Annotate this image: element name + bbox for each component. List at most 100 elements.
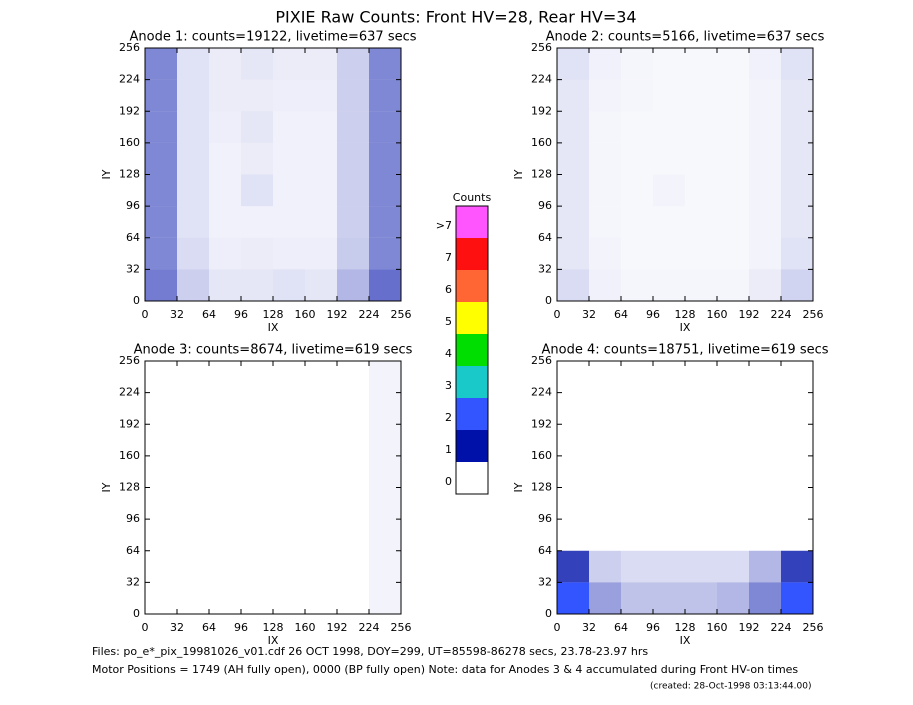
- heat-cell: [177, 111, 209, 143]
- y-tick-label: 256: [119, 41, 140, 54]
- heat-cell: [621, 550, 653, 583]
- y-tick-label: 32: [126, 575, 140, 588]
- heat-cell: [145, 174, 177, 207]
- heat-cell: [685, 206, 717, 238]
- heat-cell: [781, 519, 813, 551]
- heat-cell: [557, 550, 589, 583]
- heat-cell: [557, 519, 589, 551]
- heat-cell: [621, 361, 653, 393]
- heat-cell: [305, 582, 337, 614]
- heat-cell: [305, 174, 337, 207]
- heat-cell: [653, 206, 685, 238]
- heat-cell: [653, 582, 685, 614]
- panel-title: Anode 4: counts=18751, livetime=619 secs: [541, 343, 828, 358]
- x-tick-label: 32: [582, 621, 596, 634]
- x-tick-label: 32: [170, 308, 184, 321]
- x-tick-label: 128: [263, 621, 284, 634]
- footer-line: Files: po_e*_pix_19981026_v01.cdf 26 OCT…: [92, 645, 648, 658]
- colorbar-frame: [455, 205, 489, 495]
- heat-cell: [209, 269, 241, 301]
- x-tick-label: 128: [263, 308, 284, 321]
- heat-cell: [653, 80, 685, 112]
- footer-line: Motor Positions = 1749 (AH fully open), …: [92, 663, 798, 676]
- heat-cell: [781, 48, 813, 80]
- heat-cell: [209, 582, 241, 614]
- heat-cell: [749, 142, 781, 175]
- heat-cell: [685, 582, 717, 614]
- heat-cell: [621, 238, 653, 270]
- heat-cell: [241, 551, 273, 583]
- heat-cell: [717, 488, 749, 520]
- heat-cell: [273, 111, 305, 143]
- y-tick-label: 160: [531, 449, 552, 462]
- heat-cell: [557, 361, 589, 393]
- y-tick-label: 256: [531, 354, 552, 367]
- heat-cell: [589, 550, 621, 583]
- heat-cell: [557, 269, 589, 301]
- y-tick-label: 32: [538, 262, 552, 275]
- y-tick-label: 128: [531, 481, 552, 494]
- heat-cell: [337, 519, 369, 551]
- heat-cell: [621, 582, 653, 614]
- heat-cell: [305, 237, 337, 270]
- colorbar-label: 2: [445, 411, 452, 424]
- heat-cell: [273, 488, 305, 520]
- heat-cell: [621, 79, 653, 112]
- y-tick-label: 128: [119, 481, 140, 494]
- heat-cell: [557, 111, 589, 143]
- heat-cell: [749, 582, 781, 614]
- heat-cell: [369, 48, 401, 80]
- heat-cell: [241, 424, 273, 456]
- x-tick-label: 256: [803, 308, 824, 321]
- x-tick-label: 32: [582, 308, 596, 321]
- heat-cell: [209, 48, 241, 80]
- heat-cell: [177, 519, 209, 551]
- y-tick-label: 192: [531, 104, 552, 117]
- footer-created: (created: 28-Oct-1998 03:13:44.00): [650, 682, 811, 692]
- heat-cell: [781, 237, 813, 270]
- heat-cell: [557, 142, 589, 175]
- heat-cell: [337, 269, 369, 301]
- heat-cell: [621, 488, 653, 520]
- heat-cell: [305, 206, 337, 238]
- colorbar-label: 1: [445, 443, 452, 456]
- y-tick-label: 0: [133, 607, 140, 620]
- heat-cell: [337, 582, 369, 614]
- heat-cell: [305, 424, 337, 456]
- heat-cell: [369, 582, 401, 614]
- x-tick-label: 32: [170, 621, 184, 634]
- heat-cell: [589, 361, 621, 393]
- heat-cell: [589, 237, 621, 270]
- y-tick-label: 128: [531, 168, 552, 181]
- x-tick-label: 192: [327, 621, 348, 634]
- heat-cell: [653, 361, 685, 393]
- heat-cell: [209, 237, 241, 270]
- y-tick-label: 64: [126, 231, 140, 244]
- heat-cell: [369, 269, 401, 301]
- y-tick-label: 64: [538, 544, 552, 557]
- x-tick-label: 160: [295, 621, 316, 634]
- heat-cell: [717, 393, 749, 425]
- heat-cell: [749, 393, 781, 425]
- heat-cell: [557, 174, 589, 207]
- heat-cell: [337, 551, 369, 583]
- heat-cell: [369, 392, 401, 425]
- y-tick-label: 160: [119, 449, 140, 462]
- y-tick-label: 192: [531, 417, 552, 430]
- y-tick-label: 224: [531, 73, 552, 86]
- heat-cell: [305, 393, 337, 425]
- heat-cell: [273, 174, 305, 207]
- heat-cell: [685, 361, 717, 393]
- colorbar-label: 0: [445, 475, 452, 488]
- heat-cell: [589, 582, 621, 614]
- y-tick-label: 0: [545, 294, 552, 307]
- colorbar-swatch: [456, 398, 488, 430]
- heat-cell: [557, 582, 589, 614]
- heat-cell: [209, 111, 241, 143]
- x-axis-label: IX: [680, 321, 691, 334]
- colorbar-swatch: [456, 334, 488, 366]
- heat-cell: [781, 361, 813, 393]
- heat-cell: [749, 237, 781, 270]
- heat-cell: [653, 238, 685, 270]
- heat-cell: [717, 424, 749, 456]
